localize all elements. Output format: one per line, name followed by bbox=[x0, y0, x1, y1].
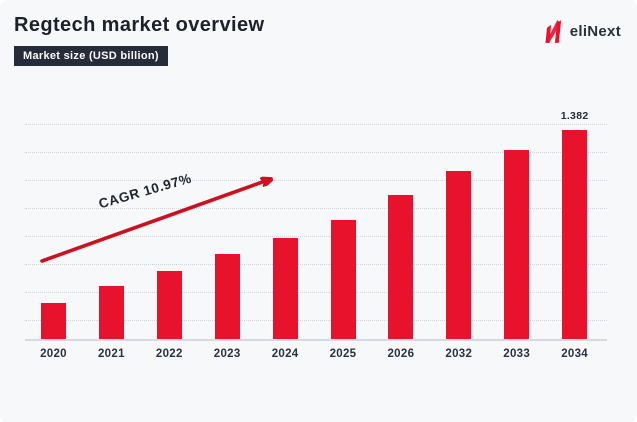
gridline bbox=[25, 124, 607, 125]
x-axis-line bbox=[25, 339, 607, 341]
gridline bbox=[25, 236, 607, 237]
bar-2026 bbox=[388, 195, 414, 339]
bar-2033 bbox=[504, 150, 530, 339]
gridline bbox=[25, 320, 607, 321]
bar-2032 bbox=[446, 171, 472, 339]
x-tick-label-2034: 2034 bbox=[561, 348, 588, 360]
elinext-logo-text: eliNext bbox=[569, 23, 621, 40]
page-title: Regtech market overview bbox=[14, 14, 265, 36]
value-label-2034: 1.382 bbox=[560, 110, 589, 122]
bar-2020 bbox=[41, 303, 66, 339]
x-tick-label-2024: 2024 bbox=[271, 348, 299, 360]
gridline bbox=[25, 264, 607, 265]
subtitle-badge: Market size (USD billion) bbox=[14, 46, 168, 66]
x-tick-label-2020: 2020 bbox=[40, 348, 67, 360]
bar-2022 bbox=[156, 271, 182, 339]
bar-2021 bbox=[98, 286, 124, 339]
x-tick-label-2033: 2033 bbox=[503, 348, 531, 360]
bar-2025 bbox=[330, 220, 356, 339]
x-tick-label-2026: 2026 bbox=[387, 348, 415, 360]
x-tick-label-2022: 2022 bbox=[155, 348, 183, 360]
x-tick-label-2032: 2032 bbox=[445, 348, 473, 360]
x-tick-label-2023: 2023 bbox=[213, 348, 241, 360]
elinext-n-icon bbox=[545, 20, 561, 43]
gridline bbox=[25, 292, 607, 293]
gridline bbox=[25, 208, 607, 209]
elinext-logo: eliNext bbox=[545, 20, 621, 43]
bar-2024 bbox=[272, 238, 298, 339]
gridline bbox=[25, 180, 607, 181]
bar-2034 bbox=[562, 130, 588, 339]
x-tick-label-2021: 2021 bbox=[97, 348, 125, 360]
x-tick-label-2025: 2025 bbox=[329, 348, 357, 360]
bar-2023 bbox=[214, 254, 240, 339]
gridline bbox=[25, 152, 607, 153]
